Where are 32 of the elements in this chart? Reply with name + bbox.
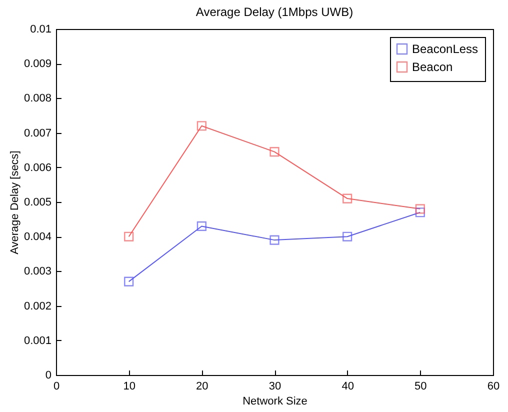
point — [124, 232, 134, 242]
chart-title: Average Delay (1Mbps UWB) — [196, 5, 354, 19]
x-tick-label: 30 — [268, 380, 282, 392]
y-tick-label: 0.009 — [24, 58, 52, 70]
x-tick-label: 40 — [342, 380, 354, 392]
point — [270, 147, 280, 157]
point — [342, 232, 352, 242]
point — [415, 204, 425, 214]
x-axis-title: Network Size — [242, 396, 308, 408]
y-tick-label: 0.004 — [24, 231, 52, 244]
y-tick-label: 0.01 — [30, 24, 52, 36]
point — [196, 221, 206, 232]
x-tick-label: 50 — [414, 380, 427, 392]
y-tick-label: 0 — [45, 370, 52, 382]
y-tick-label: 0.001 — [24, 334, 52, 347]
x-tick-label: 60 — [487, 380, 500, 392]
legend-label: BeaconLess — [412, 42, 478, 56]
y-tick-label: 0.007 — [24, 127, 52, 140]
y-tick-label: 0.003 — [24, 266, 52, 278]
x-tick-label: 0 — [53, 380, 60, 392]
x-tick-label: 10 — [123, 380, 136, 392]
point — [270, 235, 280, 245]
point — [342, 194, 352, 204]
legend-label: Beacon — [412, 60, 453, 74]
y-axis-title: Average Delay [secs] — [8, 150, 21, 254]
x-tick-label: 20 — [196, 380, 208, 392]
y-tick-label: 0.002 — [24, 300, 52, 312]
y-tick-label: 0.008 — [24, 92, 52, 105]
point — [196, 121, 206, 131]
y-tick-label: 0.006 — [24, 162, 52, 174]
point — [124, 276, 134, 286]
y-tick-label: 0.005 — [24, 196, 52, 208]
